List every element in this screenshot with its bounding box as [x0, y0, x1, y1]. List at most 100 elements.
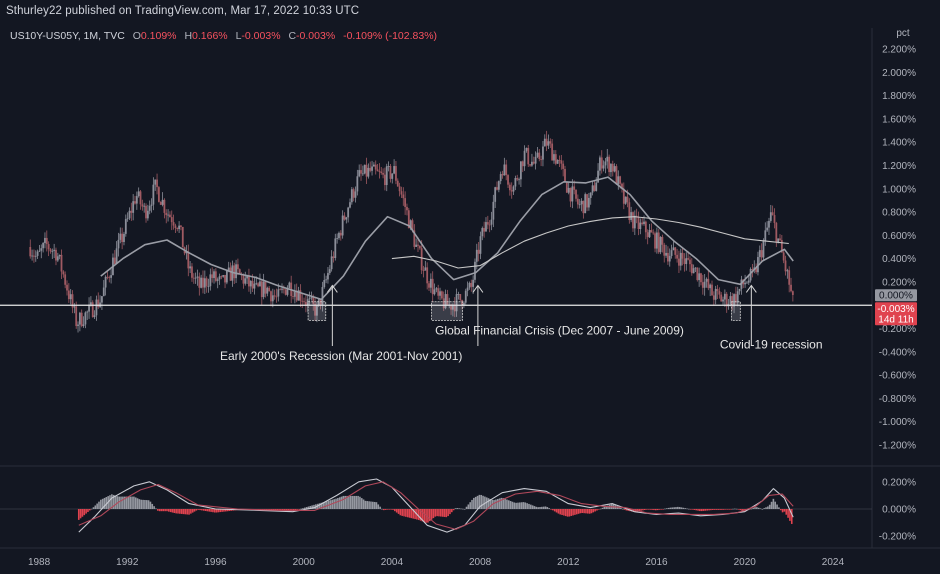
y-tick-label: 0.600% — [882, 231, 916, 242]
macd-histogram-bar — [524, 502, 527, 509]
macd-histogram-bar — [302, 508, 304, 509]
symbol-label[interactable]: US10Y-US05Y, 1M, TVC — [10, 30, 125, 42]
candle-body — [126, 218, 129, 220]
macd-histogram-bar — [496, 498, 499, 509]
macd-histogram-bar — [386, 509, 389, 510]
macd-histogram-bar — [156, 509, 159, 511]
candle-body — [450, 304, 452, 310]
candle-body — [580, 200, 583, 205]
annotation-label: Covid-19 recession — [720, 337, 823, 351]
candle-body — [44, 237, 46, 244]
candle-body — [295, 291, 298, 301]
signal-line — [78, 481, 794, 530]
candle-body — [571, 186, 574, 202]
candle-body — [492, 201, 495, 220]
macd-histogram-bar — [520, 502, 523, 509]
macd-histogram-bar — [686, 508, 688, 510]
candle-body — [51, 250, 54, 252]
candle-body — [167, 214, 169, 216]
candle-body — [367, 167, 370, 177]
macd-histogram-bar — [594, 509, 596, 512]
candle-body — [531, 161, 533, 166]
candle-body — [549, 141, 552, 144]
candle-body — [91, 302, 94, 318]
x-tick-label: 1996 — [204, 557, 227, 568]
candle-body — [700, 273, 702, 283]
macd-histogram-bar — [362, 499, 365, 509]
candle-body — [374, 164, 377, 170]
candle-body — [575, 189, 577, 199]
candle-body — [321, 287, 324, 305]
macd-histogram-bar — [223, 509, 225, 512]
macd-histogram-bar — [202, 509, 205, 511]
macd-histogram-bar — [463, 509, 466, 510]
macd-histogram-bar — [100, 499, 102, 509]
macd-histogram-bar — [224, 509, 227, 512]
candle-body — [685, 258, 688, 264]
macd-histogram-bar — [590, 509, 593, 514]
macd-histogram-bar — [395, 509, 398, 513]
macd-histogram-bar — [656, 509, 659, 511]
y-tick-label: 1.000% — [882, 184, 916, 195]
macd-histogram-bar — [754, 507, 756, 509]
main-pane[interactable]: Early 2000's Recession (Mar 2001-Nov 200… — [0, 130, 872, 363]
macd-histogram-bar — [640, 509, 642, 511]
candle-body — [343, 215, 346, 220]
candle-body — [709, 284, 712, 289]
macd-histogram-bar — [548, 508, 550, 509]
candle-body — [687, 258, 690, 260]
macd-histogram-bar — [684, 508, 686, 509]
candle-body — [576, 198, 579, 205]
macd-histogram-bar — [691, 509, 694, 510]
candle-body — [573, 186, 576, 190]
macd-histogram-bar — [583, 509, 585, 514]
macd-histogram-bar — [649, 509, 652, 510]
candle-body — [424, 267, 427, 271]
macd-histogram-bar — [144, 499, 146, 509]
macd-histogram-bar — [355, 495, 358, 509]
macd-histogram-bar — [774, 501, 777, 509]
candle-body — [444, 294, 447, 309]
macd-histogram-bar — [118, 496, 120, 509]
macd-histogram-bar — [473, 497, 475, 509]
candle-body — [729, 296, 732, 304]
candle-body — [782, 252, 785, 261]
candle-body — [376, 169, 379, 172]
candle-body — [519, 161, 522, 180]
macd-histogram-bar — [318, 503, 321, 509]
macd-histogram-bar — [94, 505, 97, 509]
candle-body — [181, 226, 184, 248]
macd-histogram-bar — [678, 507, 681, 509]
macd-histogram-bar — [419, 509, 422, 521]
candle-body — [508, 184, 511, 191]
macd-histogram-bar — [598, 509, 600, 510]
candle-body — [314, 303, 316, 316]
macd-histogram-bar — [338, 497, 341, 509]
candle-body — [527, 147, 530, 165]
macd-histogram-bar — [439, 509, 442, 517]
macd-histogram-bar — [201, 509, 203, 511]
macd-histogram-bar — [706, 509, 709, 511]
y-tick-label: -0.800% — [879, 394, 916, 405]
badge-bg — [875, 302, 917, 326]
candle-body — [40, 248, 43, 251]
macd-histogram-bar — [675, 507, 677, 509]
candle-body — [266, 287, 269, 294]
macd-histogram-bar — [537, 507, 539, 509]
x-tick-label: 2024 — [822, 557, 845, 568]
macd-histogram-bar — [147, 500, 150, 509]
candle-body — [698, 273, 701, 281]
candle-body — [365, 164, 368, 177]
candle-body — [110, 275, 113, 278]
macd-histogram-bar — [142, 499, 144, 509]
candle-body — [564, 168, 566, 183]
macd-histogram-bar — [373, 501, 376, 509]
macd-histogram-bar — [717, 509, 720, 510]
macd-histogram-bar — [349, 495, 352, 509]
badge-text: 0.000% — [879, 291, 913, 302]
macd-pane[interactable] — [0, 478, 872, 533]
candle-body — [428, 283, 430, 288]
macd-histogram-bar — [296, 509, 299, 510]
macd-histogram-bar — [101, 498, 104, 509]
